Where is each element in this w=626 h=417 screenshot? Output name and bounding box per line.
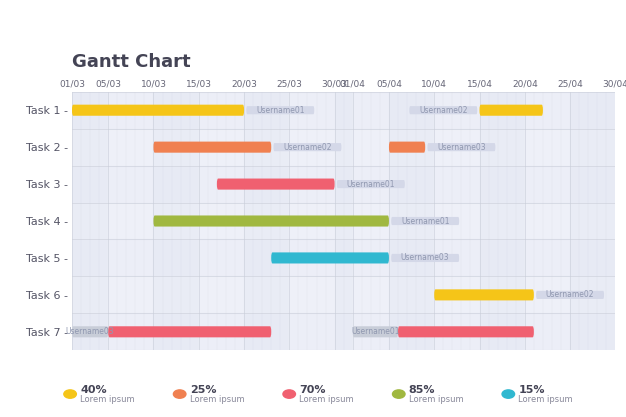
Bar (72, 92, 615, 129)
Bar (72, 313, 615, 350)
FancyBboxPatch shape (391, 217, 459, 225)
Bar (72, 276, 615, 313)
FancyBboxPatch shape (153, 142, 271, 153)
Bar (570, 92, 615, 350)
FancyBboxPatch shape (337, 180, 405, 188)
Bar (289, 92, 335, 350)
Text: Lorem ipsum: Lorem ipsum (80, 395, 135, 404)
Bar (153, 92, 199, 350)
Text: Username01: Username01 (351, 327, 399, 337)
Text: 15%: 15% (518, 385, 545, 395)
Text: 85%: 85% (409, 385, 435, 395)
Text: Username01: Username01 (347, 180, 395, 188)
Text: Lorem ipsum: Lorem ipsum (299, 395, 354, 404)
Bar (389, 92, 434, 350)
Text: Gantt Chart: Gantt Chart (72, 53, 190, 71)
FancyBboxPatch shape (391, 254, 459, 262)
Bar (199, 92, 244, 350)
Bar (72, 129, 615, 166)
Bar (335, 92, 352, 350)
FancyBboxPatch shape (352, 326, 398, 337)
FancyBboxPatch shape (217, 178, 335, 190)
Bar (72, 92, 108, 350)
Bar (244, 92, 289, 350)
FancyBboxPatch shape (72, 326, 108, 337)
Bar (352, 92, 389, 350)
Text: 25%: 25% (190, 385, 216, 395)
FancyBboxPatch shape (409, 106, 477, 114)
FancyBboxPatch shape (271, 252, 389, 264)
FancyBboxPatch shape (153, 216, 389, 226)
Bar (72, 166, 615, 203)
Text: Username02: Username02 (283, 143, 332, 152)
Text: Lorem ipsum: Lorem ipsum (518, 395, 573, 404)
FancyBboxPatch shape (274, 143, 341, 151)
FancyBboxPatch shape (72, 105, 244, 116)
FancyBboxPatch shape (428, 143, 495, 151)
Bar (434, 92, 480, 350)
Text: Username01: Username01 (401, 216, 449, 226)
Text: 40%: 40% (80, 385, 107, 395)
FancyBboxPatch shape (246, 106, 314, 114)
FancyBboxPatch shape (108, 326, 271, 337)
Text: Lorem ipsum: Lorem ipsum (409, 395, 463, 404)
Bar (108, 92, 153, 350)
Bar (72, 239, 615, 276)
Text: Username03: Username03 (66, 327, 115, 337)
FancyBboxPatch shape (398, 326, 534, 337)
Text: Lorem ipsum: Lorem ipsum (190, 395, 244, 404)
Text: Username01: Username01 (256, 106, 304, 115)
Text: Username02: Username02 (546, 290, 594, 299)
Text: 70%: 70% (299, 385, 326, 395)
Text: Username03: Username03 (437, 143, 486, 152)
Bar (72, 203, 615, 239)
FancyBboxPatch shape (434, 289, 534, 300)
FancyBboxPatch shape (480, 105, 543, 116)
Bar (525, 92, 570, 350)
FancyBboxPatch shape (536, 291, 604, 299)
Text: Username02: Username02 (419, 106, 468, 115)
FancyBboxPatch shape (389, 142, 425, 153)
Text: Username03: Username03 (401, 254, 449, 262)
Bar (480, 92, 525, 350)
